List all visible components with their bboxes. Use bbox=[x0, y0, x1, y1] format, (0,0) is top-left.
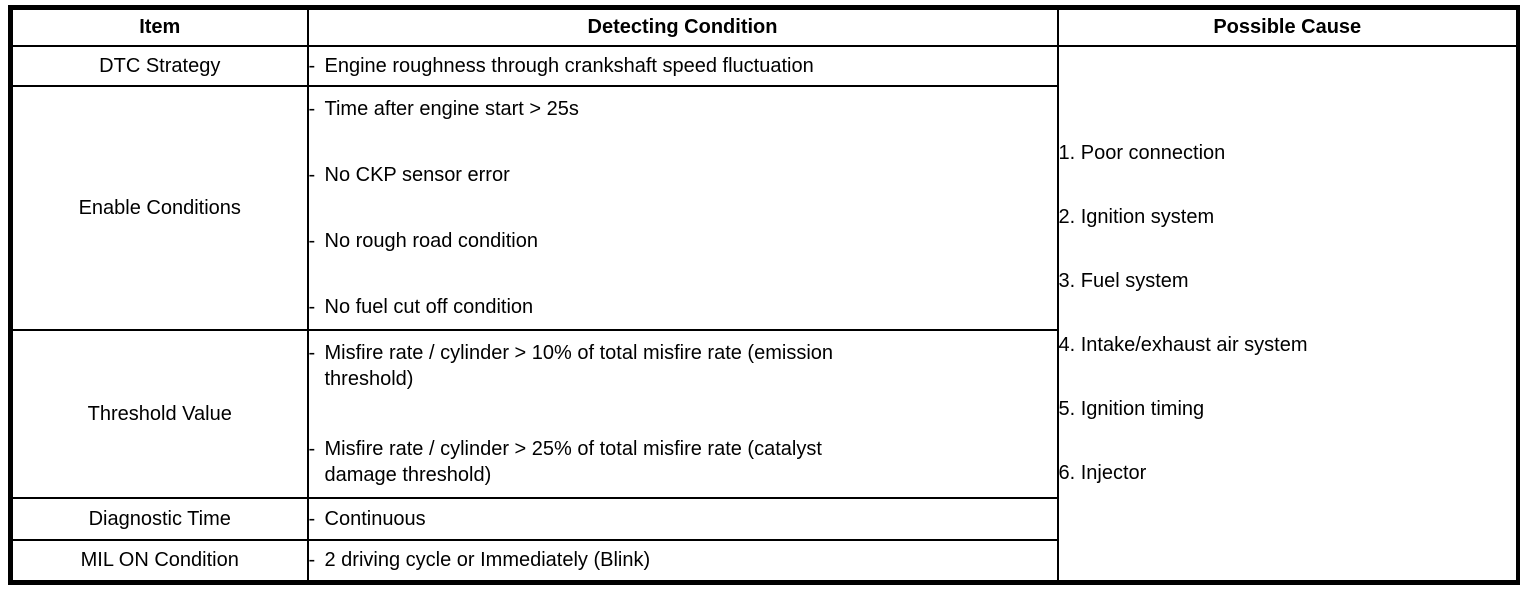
condition-text: No fuel cut off condition bbox=[324, 295, 534, 318]
row-label-threshold-value: Threshold Value bbox=[9, 328, 309, 499]
row-label-dtc-strategy: DTC Strategy bbox=[9, 44, 309, 87]
table-row-enable-conditions: Enable Conditions - Time after engine st… bbox=[9, 84, 1519, 331]
condition-text: Time after engine start > 25s bbox=[324, 97, 579, 120]
row-label-enable-conditions: Enable Conditions bbox=[9, 84, 309, 331]
row-label-diagnostic-time: Diagnostic Time bbox=[9, 496, 309, 541]
bullet-dash: - bbox=[308, 54, 316, 77]
column-header-detecting-condition: Detecting Condition bbox=[306, 6, 1059, 47]
table-row-threshold-value: Threshold Value - Misfire rate / cylinde… bbox=[9, 328, 1519, 499]
conditions-cell-diagnostic-time: - Continuous bbox=[306, 496, 1059, 541]
condition-item: - Continuous bbox=[308, 506, 1056, 532]
condition-item: - Misfire rate / cylinder > 25% of total… bbox=[308, 436, 1056, 488]
condition-item: - 2 driving cycle or Immediately (Blink) bbox=[308, 547, 1056, 573]
cause-item-ignition-system: 2. Ignition system bbox=[1058, 206, 1215, 229]
bullet-dash: - bbox=[308, 97, 316, 120]
condition-text: 2 driving cycle or Immediately (Blink) bbox=[324, 549, 651, 572]
condition-item: - No rough road condition bbox=[308, 228, 1056, 254]
table-header-row: Item Detecting Condition Possible Cause bbox=[9, 6, 1520, 47]
cause-item-poor-connection: 1. Poor connection bbox=[1058, 142, 1226, 165]
bullet-dash: - bbox=[308, 507, 316, 530]
cause-item-injector: 6. Injector bbox=[1058, 462, 1147, 485]
bullet-dash: - bbox=[308, 549, 316, 572]
conditions-cell-threshold-value: - Misfire rate / cylinder > 10% of total… bbox=[306, 328, 1059, 499]
conditions-cell-dtc-strategy: - Engine roughness through crankshaft sp… bbox=[306, 44, 1059, 87]
condition-item: - Time after engine start > 25s bbox=[308, 96, 1056, 122]
condition-text: Misfire rate / cylinder > 25% of total m… bbox=[324, 437, 822, 486]
condition-text: No rough road condition bbox=[324, 229, 538, 252]
condition-text: Misfire rate / cylinder > 10% of total m… bbox=[324, 341, 834, 390]
condition-text: Continuous bbox=[324, 507, 426, 530]
bullet-dash: - bbox=[308, 163, 316, 186]
cause-item-ignition-timing: 5. Ignition timing bbox=[1058, 398, 1205, 421]
cause-item-fuel-system: 3. Fuel system bbox=[1058, 270, 1189, 293]
condition-item: - No CKP sensor error bbox=[308, 162, 1056, 188]
table-row-mil-on-condition: MIL ON Condition - 2 driving cycle or Im… bbox=[9, 538, 1519, 584]
bullet-dash: - bbox=[308, 437, 316, 460]
possible-cause-cell: 1. Poor connection 2. Ignition system 3.… bbox=[1056, 44, 1520, 584]
column-header-item: Item bbox=[9, 6, 309, 47]
dtc-table-container: Item Detecting Condition Possible Cause … bbox=[8, 5, 1520, 585]
bullet-dash: - bbox=[308, 229, 316, 252]
condition-item: - Engine roughness through crankshaft sp… bbox=[308, 53, 1056, 79]
condition-item: - No fuel cut off condition bbox=[308, 294, 1056, 320]
row-label-mil-on-condition: MIL ON Condition bbox=[9, 538, 309, 584]
column-header-possible-cause: Possible Cause bbox=[1056, 6, 1520, 47]
possible-cause-list: 1. Poor connection 2. Ignition system 3.… bbox=[1058, 140, 1517, 486]
conditions-cell-mil-on-condition: - 2 driving cycle or Immediately (Blink) bbox=[306, 538, 1059, 584]
conditions-cell-enable-conditions: - Time after engine start > 25s - No CKP… bbox=[306, 84, 1059, 331]
condition-text: Engine roughness through crankshaft spee… bbox=[324, 54, 814, 77]
condition-text: No CKP sensor error bbox=[324, 163, 510, 186]
dtc-detecting-condition-table: Item Detecting Condition Possible Cause … bbox=[8, 5, 1520, 585]
condition-item: - Misfire rate / cylinder > 10% of total… bbox=[308, 340, 1056, 392]
table-row-dtc-strategy: DTC Strategy - Engine roughness through … bbox=[9, 44, 1520, 584]
table-row-diagnostic-time: Diagnostic Time - Continuous bbox=[9, 496, 1519, 541]
cause-item-intake-exhaust-air-system: 4. Intake/exhaust air system bbox=[1058, 334, 1308, 357]
bullet-dash: - bbox=[308, 295, 316, 318]
bullet-dash: - bbox=[308, 341, 316, 364]
